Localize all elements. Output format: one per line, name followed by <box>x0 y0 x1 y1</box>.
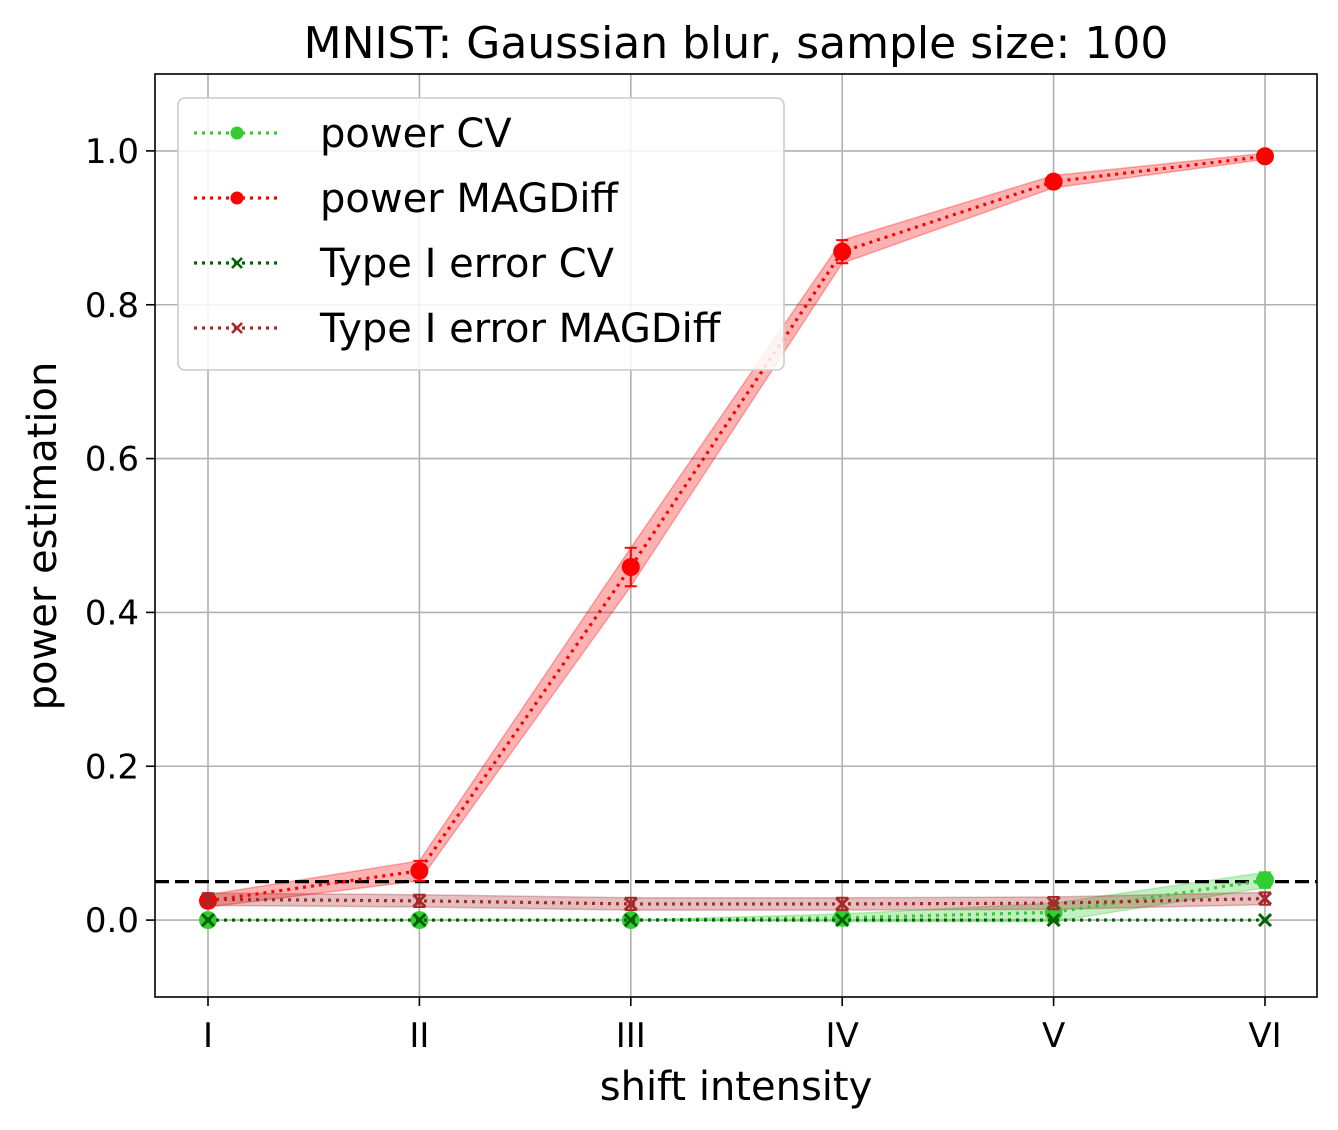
x-stroke <box>1257 913 1273 928</box>
data-point <box>835 896 850 911</box>
plot-frame <box>154 73 1318 998</box>
data-point <box>621 558 640 577</box>
legend-marker <box>230 126 244 140</box>
data-point <box>833 908 852 927</box>
x-stroke <box>835 896 850 911</box>
data-point <box>833 242 852 261</box>
x-stroke <box>623 913 638 928</box>
data-point <box>623 913 638 928</box>
series-group <box>199 147 1274 930</box>
ticks: I II III IV V VI0.00.20.40.60.81.0 <box>85 132 1282 1056</box>
y-tick-label: 0.2 <box>85 747 139 787</box>
x-tick-label: I <box>203 1016 213 1056</box>
data-point <box>1257 913 1273 928</box>
x-tick-label: VI <box>1248 1016 1281 1056</box>
series-line <box>207 154 1266 903</box>
x-tick-label: V <box>1042 1016 1065 1056</box>
legend: power CV power MAGDiff Type I error CV Type… <box>177 97 785 371</box>
legend-entry: power CV <box>194 111 512 157</box>
y-axis-label: power estimation <box>20 362 66 711</box>
legend-label: Type I error CV <box>319 241 615 287</box>
legend-label: power CV <box>320 111 512 157</box>
legend-label: power MAGDiff <box>320 176 619 222</box>
legend-box <box>177 97 785 371</box>
series-line <box>207 896 1266 906</box>
x-stroke <box>200 913 216 928</box>
x-stroke <box>1046 913 1061 928</box>
data-point <box>412 893 427 908</box>
x-stroke <box>231 257 243 269</box>
y-tick-label: 0.0 <box>85 901 139 941</box>
x-tick-label: II <box>409 1016 429 1056</box>
legend-entry: Type I error CV <box>194 241 615 287</box>
x-stroke <box>1046 896 1061 911</box>
x-stroke <box>200 892 216 907</box>
x-stroke <box>835 913 850 928</box>
x-stroke <box>1257 891 1273 906</box>
data-point <box>835 913 850 928</box>
y-tick-label: 0.4 <box>85 593 139 633</box>
data-point <box>200 913 216 928</box>
data-point <box>623 896 638 911</box>
x-stroke <box>231 322 243 334</box>
x-tick-label: IV <box>826 1016 859 1056</box>
x-stroke <box>412 893 427 908</box>
x-axis-label: shift intensity <box>600 1064 873 1110</box>
chart-title: MNIST: Gaussian blur, sample size: 100 <box>304 18 1169 69</box>
data-point <box>200 892 216 907</box>
y-tick-label: 0.8 <box>85 286 139 326</box>
x-stroke <box>412 913 427 928</box>
y-tick-label: 1.0 <box>85 132 139 172</box>
data-point <box>1046 913 1061 928</box>
data-point <box>1046 896 1061 911</box>
data-point <box>412 913 427 928</box>
legend-entry: power MAGDiff <box>194 176 619 222</box>
x-tick-label: III <box>616 1016 646 1056</box>
legend-marker <box>231 257 243 269</box>
data-point <box>1256 147 1274 166</box>
series <box>200 913 1273 928</box>
data-point <box>410 861 429 880</box>
y-tick-label: 0.6 <box>85 440 139 480</box>
data-point <box>1257 891 1273 906</box>
data-point <box>1256 871 1274 890</box>
legend-label: Type I error MAGDiff <box>319 306 722 352</box>
x-stroke <box>623 896 638 911</box>
legend-entry: Type I error MAGDiff <box>194 306 722 352</box>
legend-marker <box>231 322 243 334</box>
legend-marker <box>230 191 244 205</box>
series <box>200 891 1273 912</box>
data-point <box>1044 172 1063 191</box>
